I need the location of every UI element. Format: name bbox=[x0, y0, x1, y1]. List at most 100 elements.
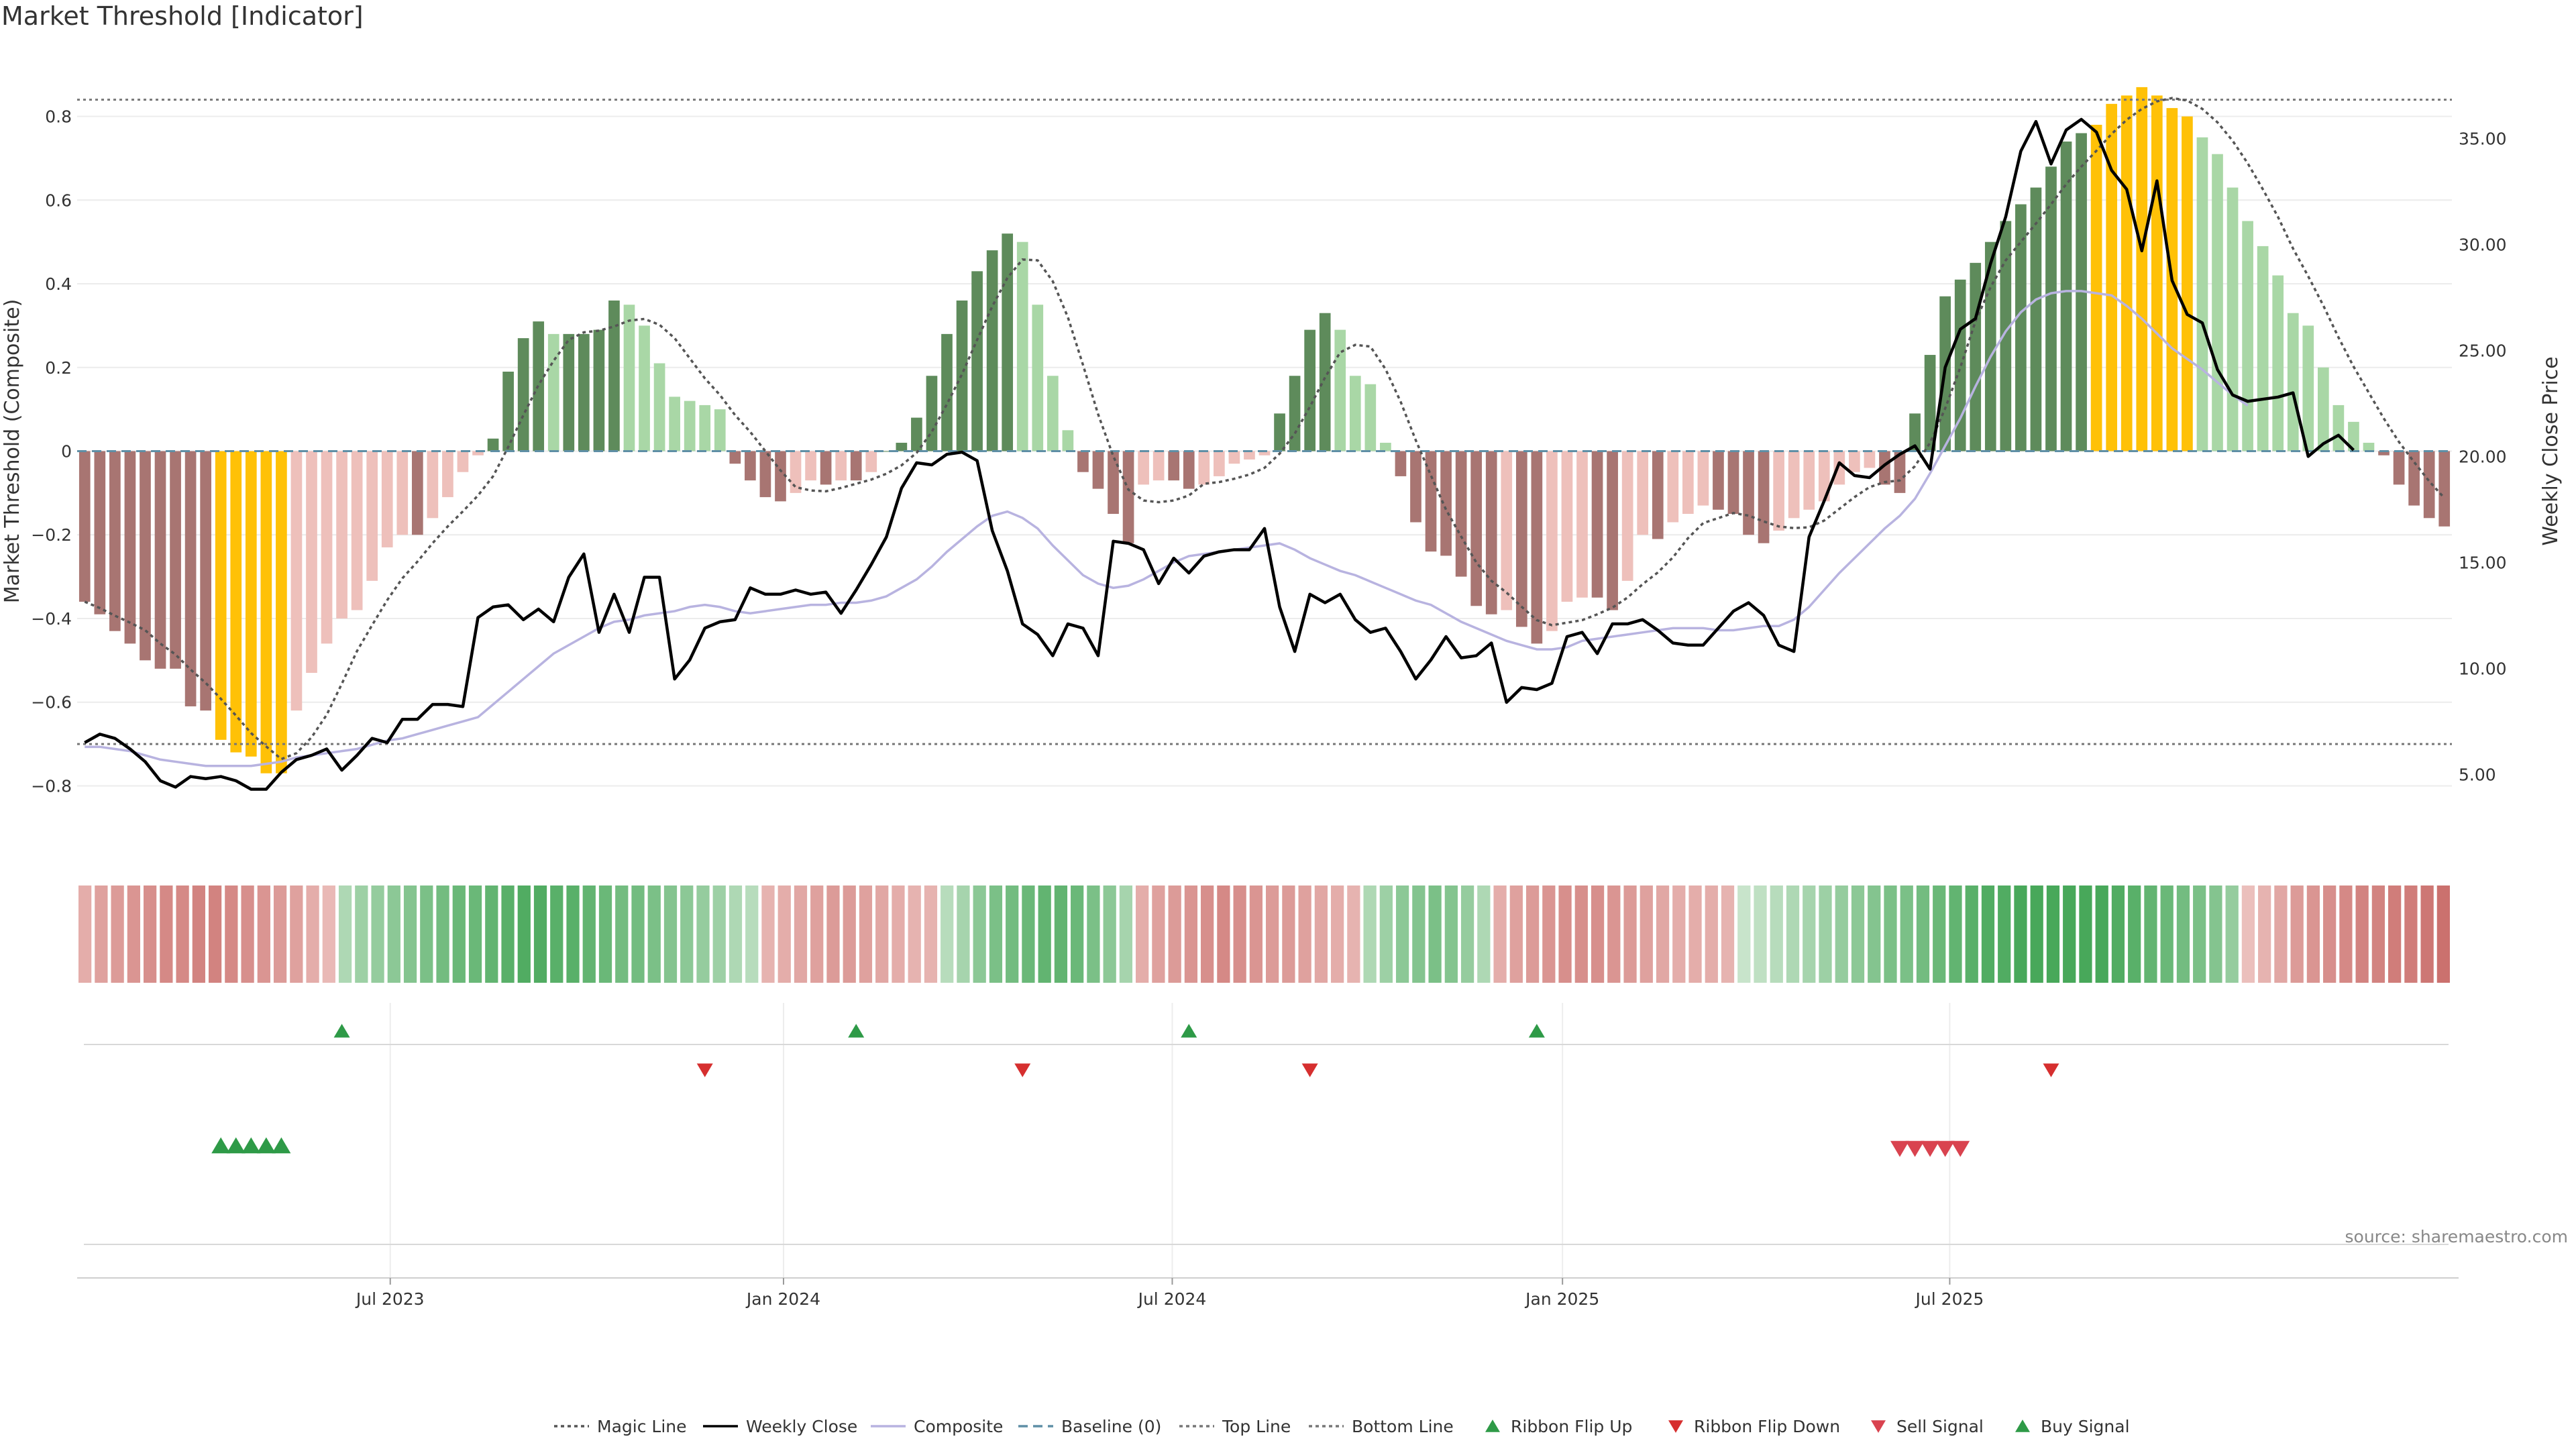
ribbon-cell bbox=[1412, 885, 1426, 983]
x-tick-label: Jul 2025 bbox=[1915, 1289, 1984, 1309]
ribbon-cell bbox=[501, 885, 515, 983]
ribbon-cell bbox=[566, 885, 580, 983]
composite-bar bbox=[1455, 451, 1467, 577]
composite-bar bbox=[2378, 451, 2390, 455]
ribbon-cell bbox=[1379, 885, 1393, 983]
composite-bar bbox=[790, 451, 802, 493]
composite-bar bbox=[78, 451, 91, 602]
composite-bar bbox=[2272, 275, 2284, 451]
x-tick-label: Jul 2024 bbox=[1137, 1289, 1207, 1309]
composite-bar bbox=[1531, 451, 1543, 644]
buy-signal-marker bbox=[272, 1137, 291, 1154]
composite-bar bbox=[759, 451, 771, 498]
magic-line bbox=[84, 97, 2446, 761]
ribbon-cell bbox=[176, 885, 189, 983]
ribbon-cell bbox=[1965, 885, 1978, 983]
ribbon-flip-up-marker bbox=[333, 1024, 350, 1038]
ribbon-cell bbox=[1087, 885, 1100, 983]
ribbon-cell bbox=[1395, 885, 1409, 983]
ribbon-cell bbox=[1233, 885, 1246, 983]
ribbon-cell bbox=[1054, 885, 1068, 983]
sell-signal-marker bbox=[1890, 1140, 1910, 1157]
ribbon-cell bbox=[1705, 885, 1718, 983]
composite-bar bbox=[2363, 443, 2375, 451]
composite-bar bbox=[306, 451, 317, 674]
legend-label: Magic Line bbox=[597, 1417, 687, 1436]
ribbon-cell bbox=[338, 885, 352, 983]
composite-bar bbox=[1440, 451, 1452, 556]
buy-signal-marker bbox=[241, 1137, 261, 1154]
flip_up-legend-marker bbox=[1485, 1419, 1500, 1432]
composite-bar bbox=[684, 400, 696, 451]
ribbon-cell bbox=[1998, 885, 2011, 983]
composite-bar bbox=[2318, 367, 2329, 451]
ribbon-cell bbox=[143, 885, 157, 983]
composite-bar bbox=[109, 451, 121, 631]
ribbon-cell bbox=[973, 885, 986, 983]
composite-bar bbox=[154, 451, 166, 669]
ribbon-cell bbox=[794, 885, 808, 983]
ribbon-cell bbox=[1249, 885, 1263, 983]
ribbon-flip-up-marker bbox=[848, 1024, 865, 1038]
ribbon-cell bbox=[306, 885, 319, 983]
ribbon-cell bbox=[95, 885, 108, 983]
composite-bar bbox=[1016, 241, 1028, 451]
ribbon-cell bbox=[859, 885, 873, 983]
x-tick-label: Jul 2023 bbox=[355, 1289, 425, 1309]
x-tick-label: Jan 2025 bbox=[1524, 1289, 1599, 1309]
composite-bar bbox=[926, 376, 938, 451]
right-tick-label: 35.00 bbox=[2459, 129, 2507, 148]
ribbon-cell bbox=[257, 885, 270, 983]
composite-bar bbox=[200, 451, 211, 711]
composite-bar bbox=[1349, 376, 1361, 451]
composite-bar bbox=[1470, 451, 1483, 606]
ribbon-cell bbox=[1803, 885, 1816, 983]
composite-bar bbox=[1743, 451, 1754, 535]
ribbon-cell bbox=[2063, 885, 2076, 983]
ribbon-cell bbox=[2225, 885, 2239, 983]
composite-bar bbox=[2106, 103, 2118, 451]
composite-bar bbox=[745, 451, 756, 481]
composite-bar bbox=[502, 372, 514, 451]
composite-bar bbox=[1667, 451, 1679, 523]
composite-bar bbox=[1062, 430, 1074, 451]
ribbon-cell bbox=[1933, 885, 1946, 983]
composite-bar bbox=[1244, 451, 1255, 460]
composite-bar bbox=[623, 305, 635, 451]
ribbon-flip-down-marker bbox=[696, 1063, 713, 1077]
composite-bar bbox=[1228, 451, 1240, 464]
composite-bar bbox=[2332, 405, 2345, 451]
composite-bar bbox=[1108, 451, 1119, 515]
composite-bar bbox=[1410, 451, 1421, 523]
composite-bar bbox=[245, 451, 257, 757]
composite-bar bbox=[2257, 246, 2269, 451]
ribbon-cell bbox=[1558, 885, 1572, 983]
buy-signal-marker bbox=[211, 1137, 231, 1154]
composite-bar bbox=[1546, 451, 1558, 631]
composite-bar bbox=[1713, 451, 1724, 510]
composite-bar bbox=[2151, 95, 2163, 451]
composite-bar bbox=[351, 451, 363, 610]
ribbon-cell bbox=[2128, 885, 2141, 983]
composite-bar bbox=[260, 451, 272, 773]
ribbon-cell bbox=[1460, 885, 1474, 983]
composite-bar bbox=[2090, 125, 2102, 451]
series-lines bbox=[77, 97, 2452, 791]
ribbon-flip-down-marker bbox=[2043, 1063, 2059, 1077]
composite-bar bbox=[1364, 384, 1377, 451]
left-tick-label: −0.4 bbox=[31, 609, 72, 629]
buy-legend-marker bbox=[2015, 1419, 2030, 1432]
right-axis-title: Weekly Close Price bbox=[2539, 356, 2563, 545]
left-tick-label: 0 bbox=[61, 442, 72, 462]
ribbon-cell bbox=[598, 885, 612, 983]
composite-bar bbox=[865, 451, 877, 472]
ribbon-cell bbox=[745, 885, 759, 983]
composite-bar bbox=[170, 451, 181, 669]
composite-bar bbox=[1818, 451, 1830, 502]
right-tick-label: 30.00 bbox=[2459, 235, 2507, 254]
composite-bar bbox=[1607, 451, 1618, 610]
ribbon-flip-up-marker bbox=[1181, 1024, 1197, 1038]
ribbon-cell bbox=[1916, 885, 1930, 983]
composite-bar bbox=[381, 451, 393, 547]
ribbon-cell bbox=[615, 885, 629, 983]
